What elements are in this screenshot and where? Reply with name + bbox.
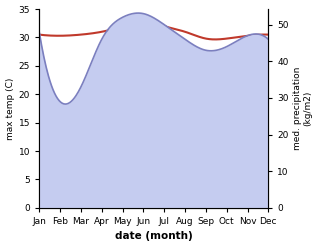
X-axis label: date (month): date (month) [115,231,193,242]
Y-axis label: med. precipitation
(kg/m2): med. precipitation (kg/m2) [293,67,313,150]
Y-axis label: max temp (C): max temp (C) [5,77,15,140]
